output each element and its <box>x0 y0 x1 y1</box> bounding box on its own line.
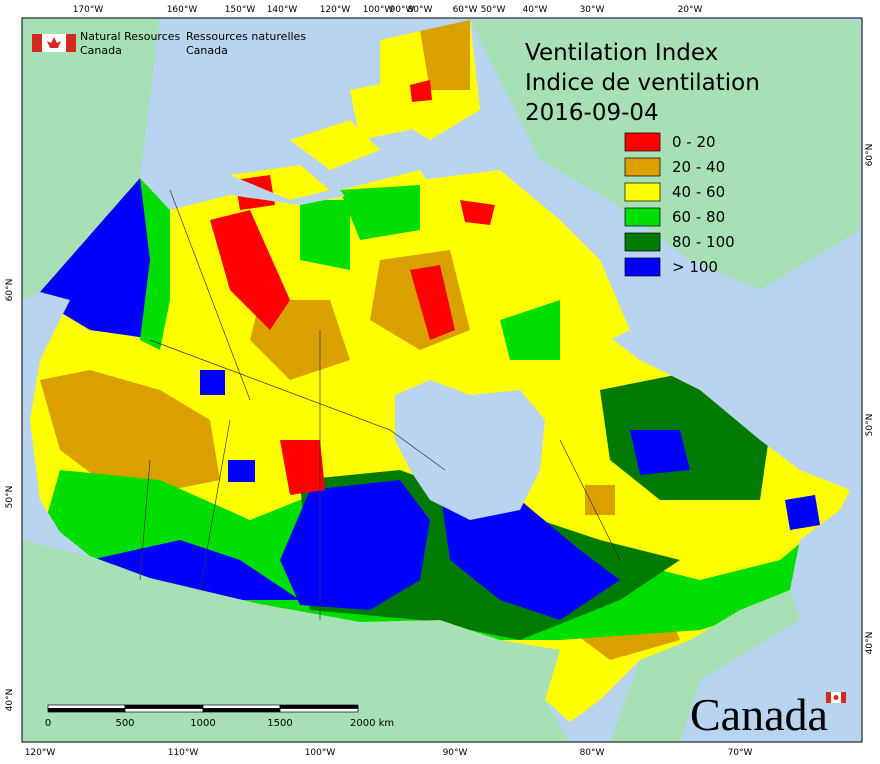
hudson-bay <box>395 380 545 520</box>
flag-bar <box>32 34 42 52</box>
wordmark-leaf <box>833 695 839 700</box>
wordmark: Canada <box>690 689 828 740</box>
longitude-label: 20°W <box>678 5 703 15</box>
legend-swatch <box>624 207 661 227</box>
title: Ventilation Index <box>525 40 718 66</box>
scale-label: 2000 km <box>350 718 394 729</box>
index-area <box>410 265 455 340</box>
longitude-label: 60°W <box>453 5 478 15</box>
scale-label: 1000 <box>190 718 215 729</box>
legend-swatch <box>624 257 661 277</box>
scale-label: 0 <box>45 718 51 729</box>
index-area <box>585 485 615 515</box>
legend-label: 20 - 40 <box>672 158 725 176</box>
longitude-label: 50°W <box>481 5 506 15</box>
index-area <box>300 200 350 270</box>
longitude-label: 70°W <box>728 748 753 758</box>
legend-swatch <box>624 232 661 252</box>
legend-swatch <box>624 182 661 202</box>
usa <box>22 540 800 742</box>
index-area <box>40 370 220 490</box>
latitude-label: 50°N <box>5 486 15 509</box>
flag-leaf <box>47 37 61 48</box>
agency-name: Canada <box>80 44 122 57</box>
index-area <box>460 200 495 225</box>
index-area <box>140 178 170 350</box>
longitude-label: 120°W <box>25 748 56 758</box>
longitude-label: 40°W <box>523 5 548 15</box>
longitude-label: 90°W <box>443 748 468 758</box>
agency-name: Canada <box>186 44 228 57</box>
legend-swatch <box>624 157 661 177</box>
latitude-label: 50°N <box>865 414 875 437</box>
index-area <box>500 300 560 360</box>
russia-alaska <box>22 18 160 300</box>
legend-label: 0 - 20 <box>672 133 716 151</box>
scale-label: 500 <box>115 718 134 729</box>
index-area <box>280 440 325 495</box>
index-area <box>785 495 820 530</box>
latitude-label: 40°N <box>5 689 15 712</box>
longitude-label: 80°W <box>408 5 433 15</box>
index-area <box>410 80 432 102</box>
index-area <box>440 490 620 620</box>
title: 2016-09-04 <box>525 100 659 126</box>
scale-label: 1500 <box>267 718 292 729</box>
index-area <box>210 210 290 330</box>
longitude-label: 100°W <box>305 748 336 758</box>
scale-segment <box>124 708 204 713</box>
index-area <box>200 370 225 395</box>
scale-segment <box>279 708 359 713</box>
longitude-label: 100°W <box>363 5 394 15</box>
scale-segment <box>47 704 126 709</box>
index-area <box>90 540 300 600</box>
index-area <box>340 185 420 240</box>
longitude-label: 80°W <box>580 748 605 758</box>
longitude-label: 140°W <box>267 5 298 15</box>
borders <box>139 189 621 620</box>
index-area <box>420 20 470 90</box>
scale-segment <box>124 704 204 709</box>
map-frame <box>21 17 863 743</box>
agency-name: Ressources naturelles <box>186 30 306 43</box>
longitude-label: 110°W <box>168 748 199 758</box>
longitude-label: 160°W <box>167 5 198 15</box>
latitude-label: 40°N <box>865 632 875 655</box>
legend-label: 40 - 60 <box>672 183 725 201</box>
scale-segment <box>202 708 281 713</box>
agency-name: Natural Resources <box>80 30 181 43</box>
logo <box>32 34 76 52</box>
longitude-label: 120°W <box>320 5 351 15</box>
longitude-label: 30°W <box>580 5 605 15</box>
scale-segment <box>202 704 281 709</box>
scale-segment <box>47 708 126 713</box>
longitude-label: 170°W <box>73 5 104 15</box>
flag-bar <box>66 34 76 52</box>
latitude-label: 60°N <box>5 279 15 302</box>
index-area <box>630 430 690 475</box>
longitude-label: 90°W <box>390 5 415 15</box>
index-area <box>228 460 255 482</box>
index-area <box>280 480 430 610</box>
title: Indice de ventilation <box>525 70 760 96</box>
greenland <box>470 20 860 290</box>
legend-label: 80 - 100 <box>672 233 735 251</box>
scale-segment <box>279 704 359 709</box>
legend-label: > 100 <box>672 258 718 276</box>
legend-label: 60 - 80 <box>672 208 725 226</box>
legend-swatch <box>624 132 661 152</box>
longitude-label: 150°W <box>225 5 256 15</box>
latitude-label: 60°N <box>865 144 875 167</box>
